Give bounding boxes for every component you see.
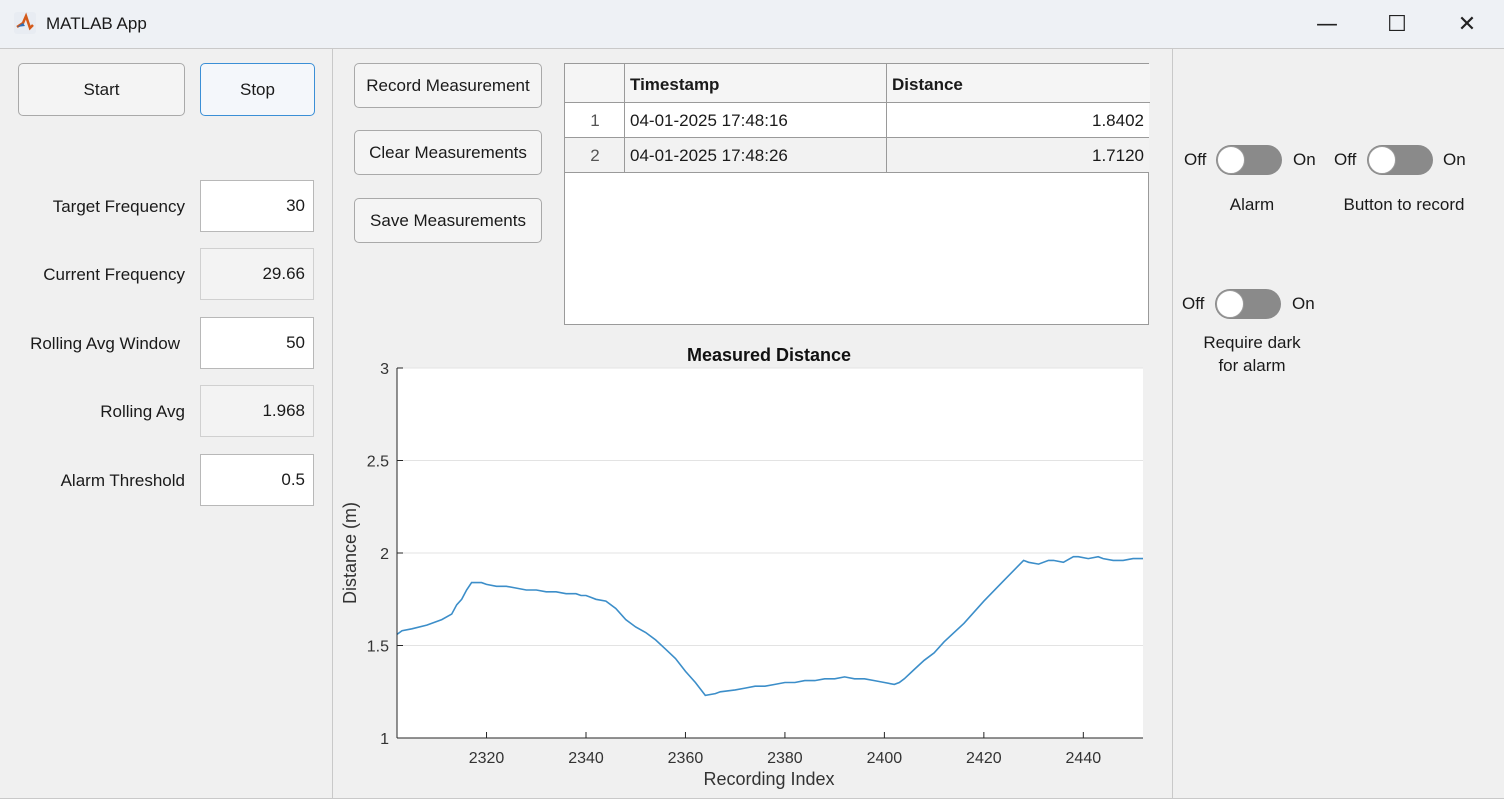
button-to-record-caption: Button to record: [1343, 195, 1465, 214]
y-tick-label: 3: [380, 361, 389, 378]
toggle-off-label: Off: [1334, 150, 1357, 169]
rolling-avg-window-label: Rolling Avg Window: [30, 334, 180, 353]
matlab-logo-icon: [14, 12, 36, 34]
grid-layer: [397, 367, 1143, 646]
series-line: [396, 555, 1143, 697]
x-tick-label: 2360: [668, 750, 704, 767]
x-tick-label: 2400: [867, 750, 903, 767]
x-tick-label: 2320: [469, 750, 505, 767]
x-tick-label: 2380: [767, 750, 803, 767]
distance-chart: 1 1.5 2 2.5 3 2320 2340 2360 2380 2400 2420 2440 Me…: [340, 345, 1143, 789]
title-bar: MATLAB App — ☐ ✕: [0, 0, 1504, 49]
target-frequency-field[interactable]: 30: [200, 180, 314, 232]
x-tick-label: 2440: [1066, 750, 1102, 767]
x-axis-label: Recording Index: [703, 769, 834, 789]
y-tick-label: 2: [380, 546, 389, 563]
column-header-index[interactable]: [565, 64, 625, 103]
x-tick-label: 2340: [568, 750, 604, 767]
column-divider: [886, 64, 887, 173]
timestamp-cell[interactable]: 04-01-2025 17:48:26: [625, 138, 887, 173]
rolling-avg-label: Rolling Avg: [100, 402, 185, 421]
minimize-button[interactable]: —: [1316, 11, 1338, 37]
require-dark-caption-line1: Require dark: [1203, 333, 1301, 352]
toggle-knob[interactable]: [1216, 290, 1244, 318]
require-dark-caption-line2: for alarm: [1218, 356, 1286, 375]
column-header-distance[interactable]: Distance: [887, 64, 1150, 103]
distance-cell[interactable]: 1.7120: [887, 138, 1149, 173]
toggle-knob[interactable]: [1368, 146, 1396, 174]
toggle-off-label: Off: [1182, 294, 1205, 313]
toggle-on-label: On: [1293, 150, 1316, 169]
row-index: 2: [565, 138, 625, 173]
y-tick-label: 2.5: [367, 454, 389, 471]
close-button[interactable]: ✕: [1457, 11, 1477, 37]
window-title: MATLAB App: [46, 14, 147, 33]
target-frequency-label: Target Frequency: [52, 197, 185, 216]
toggle-on-label: On: [1443, 150, 1466, 169]
alarm-threshold-label: Alarm Threshold: [60, 471, 185, 490]
toggle-off-label: Off: [1184, 150, 1207, 169]
clear-measurements-button[interactable]: Clear Measurements: [354, 130, 542, 175]
y-axis-label: Distance (m): [340, 502, 360, 604]
column-divider: [624, 64, 625, 173]
toggle-knob[interactable]: [1217, 146, 1245, 174]
distance-cell[interactable]: 1.8402: [887, 103, 1149, 138]
tick-layer: 1 1.5 2 2.5 3 2320 2340 2360 2380 2400 2420 2440: [367, 361, 1101, 767]
stop-button[interactable]: Stop: [200, 63, 315, 116]
y-tick-label: 1: [380, 731, 389, 748]
rolling-avg-window-field[interactable]: 50: [200, 317, 314, 369]
column-header-timestamp[interactable]: Timestamp: [625, 64, 887, 103]
rolling-avg-field: 1.968: [200, 385, 314, 437]
current-frequency-label: Current Frequency: [43, 265, 185, 284]
current-frequency-field: 29.66: [200, 248, 314, 300]
chart-title: Measured Distance: [687, 345, 851, 365]
maximize-button[interactable]: ☐: [1387, 11, 1407, 37]
toggle-on-label: On: [1292, 294, 1315, 313]
button-to-record-toggle[interactable]: [1367, 145, 1433, 175]
timestamp-cell[interactable]: 04-01-2025 17:48:16: [625, 103, 887, 138]
measurements-table[interactable]: Timestamp Distance 1 04-01-2025 17:48:16…: [564, 63, 1150, 325]
require-dark-toggle[interactable]: [1215, 289, 1281, 319]
save-measurements-button[interactable]: Save Measurements: [354, 198, 542, 243]
x-tick-label: 2420: [966, 750, 1002, 767]
row-index: 1: [565, 103, 625, 138]
require-dark-caption: Require dark for alarm: [1187, 331, 1317, 377]
y-tick-label: 1.5: [367, 639, 389, 656]
alarm-toggle[interactable]: [1216, 145, 1282, 175]
alarm-toggle-caption: Alarm: [1229, 195, 1275, 214]
alarm-threshold-field[interactable]: 0.5: [200, 454, 314, 506]
record-measurement-button[interactable]: Record Measurement: [354, 63, 542, 108]
start-button[interactable]: Start: [18, 63, 185, 116]
